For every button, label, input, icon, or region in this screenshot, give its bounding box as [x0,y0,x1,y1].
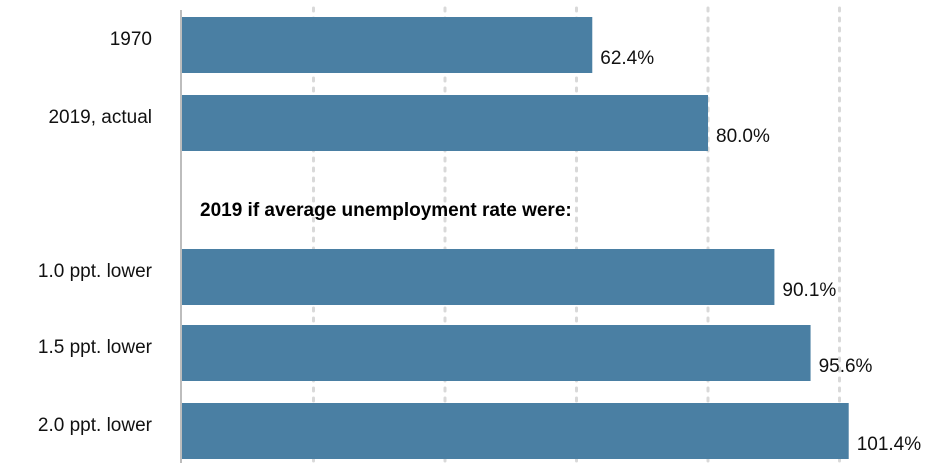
category-label-1: 2019, actual [48,107,152,128]
value-label-4: 101.4% [857,434,922,455]
category-label-0: 1970 [110,29,152,50]
category-label-4: 2.0 ppt. lower [38,415,153,436]
category-label-2: 1.0 ppt. lower [38,261,153,282]
bar-1 [182,95,708,151]
gridlines [312,6,841,465]
value-label-3: 95.6% [819,356,873,377]
value-label-1: 80.0% [716,126,770,147]
bar-4 [182,403,849,459]
bars: 1970 62.4% 2019, actual 80.0% 1.0 ppt. lower… [38,17,921,459]
value-label-0: 62.4% [600,48,654,69]
bar-0 [182,17,593,73]
value-label-2: 90.1% [782,280,836,301]
bar-3 [182,325,811,381]
bar-2 [182,249,775,305]
group-heading: 2019 if average unemployment rate were: [200,200,572,221]
category-label-3: 1.5 ppt. lower [38,337,153,358]
